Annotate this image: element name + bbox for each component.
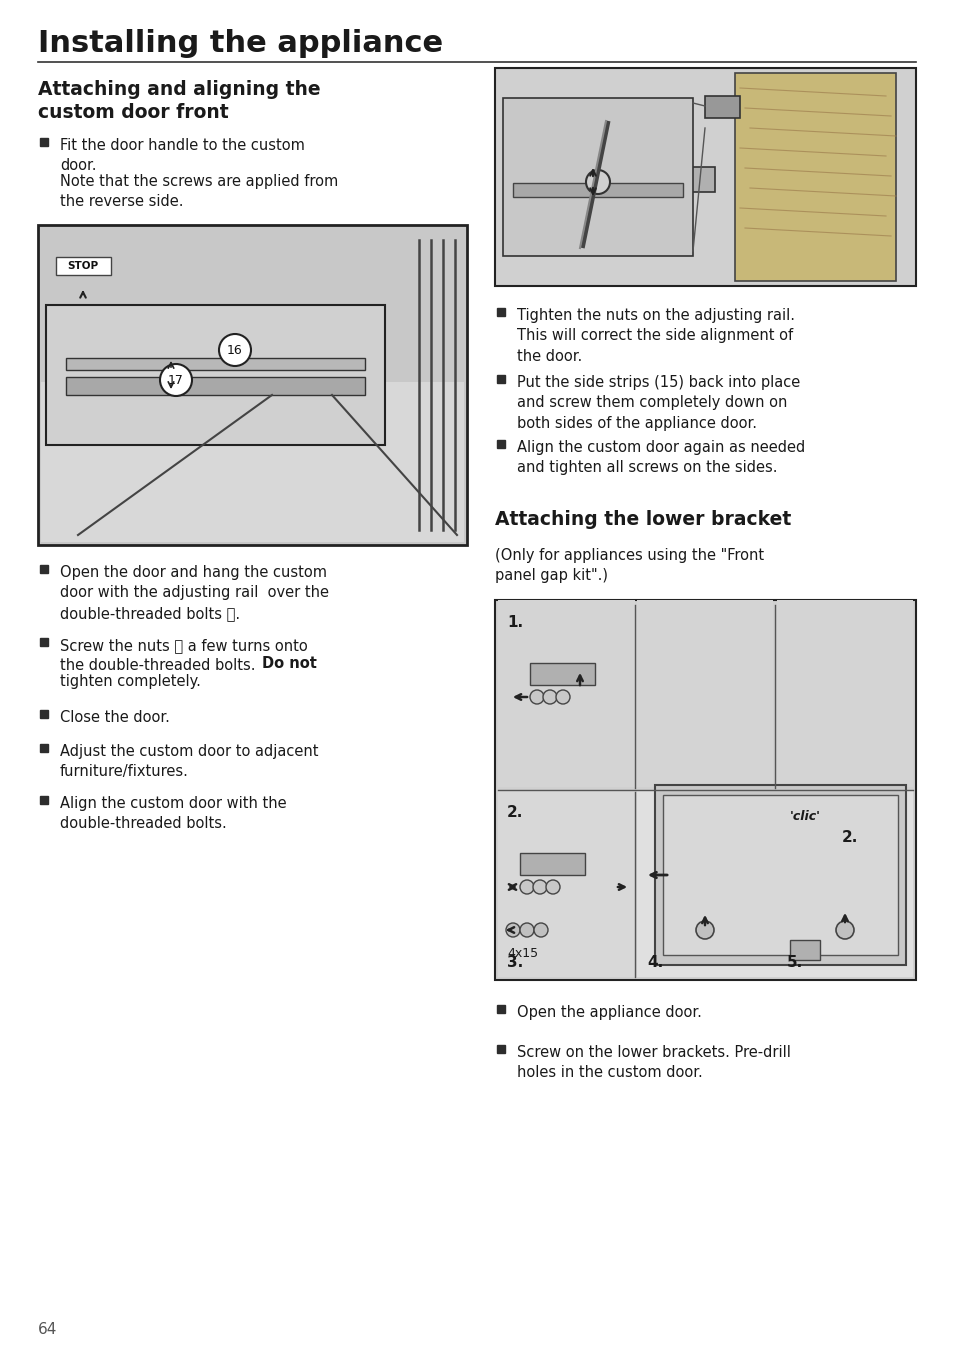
Circle shape [556, 690, 569, 704]
Bar [776, 600, 912, 787]
Bar [497, 1005, 504, 1013]
Text: 5.: 5. [786, 955, 802, 969]
Text: Tighten the nuts on the adjusting rail.
This will correct the side alignment of
: Tighten the nuts on the adjusting rail. … [517, 308, 794, 364]
Text: 4.: 4. [646, 955, 662, 969]
Text: custom door front: custom door front [38, 103, 229, 122]
Text: Adjust the custom door to adjacent
furniture/fixtures.: Adjust the custom door to adjacent furni… [60, 744, 318, 779]
Text: Fit the door handle to the custom
door.: Fit the door handle to the custom door. [60, 138, 305, 173]
Bar [734, 73, 895, 281]
Bar [704, 96, 740, 118]
Bar [41, 383, 463, 542]
Bar [502, 97, 692, 256]
Circle shape [545, 880, 559, 894]
Bar [497, 375, 504, 383]
Bar [530, 662, 595, 685]
Bar [46, 306, 385, 445]
Text: Screw the nuts ⓲ a few turns onto
the double-threaded bolts.: Screw the nuts ⓲ a few turns onto the do… [60, 638, 308, 673]
Bar [66, 377, 365, 395]
Bar [40, 138, 48, 146]
Text: 4x15: 4x15 [506, 946, 537, 960]
Text: Installing the appliance: Installing the appliance [38, 28, 442, 58]
Circle shape [696, 921, 713, 940]
Circle shape [530, 690, 543, 704]
Text: 'clic': 'clic' [789, 810, 821, 823]
Bar [40, 744, 48, 752]
Bar [513, 183, 682, 197]
Text: 1.: 1. [506, 615, 522, 630]
Bar [637, 790, 912, 977]
Bar [40, 565, 48, 573]
Bar [497, 439, 504, 448]
Bar [495, 68, 915, 287]
Text: Close the door.: Close the door. [60, 710, 170, 725]
Text: 2.: 2. [506, 804, 523, 821]
Bar [519, 853, 584, 875]
Text: Do not: Do not [262, 656, 316, 671]
Bar [497, 600, 635, 787]
Bar [497, 308, 504, 316]
Bar [662, 795, 897, 955]
Circle shape [585, 170, 609, 193]
Circle shape [519, 880, 534, 894]
Bar [40, 638, 48, 646]
Text: tighten completely.: tighten completely. [60, 675, 201, 690]
Text: Attaching the lower bracket: Attaching the lower bracket [495, 510, 790, 529]
Text: Put the side strips (15) back into place
and screw them completely down on
both : Put the side strips (15) back into place… [517, 375, 800, 431]
Text: Align the custom door with the
double-threaded bolts.: Align the custom door with the double-th… [60, 796, 286, 831]
Bar [655, 786, 905, 965]
Text: 3.: 3. [506, 955, 522, 969]
Text: Open the door and hang the custom
door with the adjusting rail  over the
double-: Open the door and hang the custom door w… [60, 565, 329, 621]
Circle shape [533, 880, 546, 894]
Bar [495, 600, 915, 980]
Bar [497, 1045, 504, 1053]
Circle shape [534, 923, 547, 937]
Text: Attaching and aligning the: Attaching and aligning the [38, 80, 320, 99]
Bar [38, 224, 467, 545]
Text: 64: 64 [38, 1322, 57, 1337]
Bar [56, 257, 111, 274]
Bar [40, 796, 48, 804]
Bar [497, 790, 635, 977]
Bar [789, 940, 820, 960]
Text: Align the custom door again as needed
and tighten all screws on the sides.: Align the custom door again as needed an… [517, 439, 804, 476]
Circle shape [542, 690, 557, 704]
Bar [66, 358, 365, 370]
Text: STOP: STOP [68, 261, 98, 270]
Text: Note that the screws are applied from
the reverse side.: Note that the screws are applied from th… [60, 174, 338, 210]
Text: 2.: 2. [841, 830, 858, 845]
Circle shape [519, 923, 534, 937]
Circle shape [835, 921, 853, 940]
Bar [40, 710, 48, 718]
Text: (Only for appliances using the "Front
panel gap kit".): (Only for appliances using the "Front pa… [495, 548, 763, 584]
Text: Screw on the lower brackets. Pre-drill
holes in the custom door.: Screw on the lower brackets. Pre-drill h… [517, 1045, 790, 1080]
Circle shape [160, 364, 192, 396]
Text: Open the appliance door.: Open the appliance door. [517, 1005, 701, 1019]
Circle shape [219, 334, 251, 366]
Text: 16: 16 [227, 343, 243, 357]
Text: 17: 17 [168, 373, 184, 387]
Bar [637, 600, 772, 787]
Bar [515, 168, 714, 192]
Circle shape [505, 923, 519, 937]
